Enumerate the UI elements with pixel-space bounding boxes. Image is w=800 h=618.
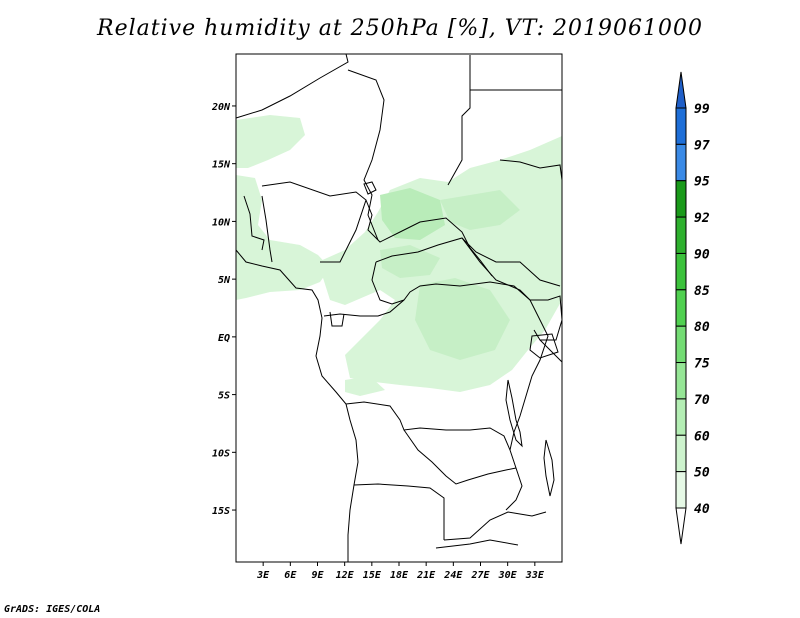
- border-sahara-north: [235, 53, 349, 119]
- colorbar: 99 97 95 92 90 85 80 75 70 60 50 40: [675, 71, 710, 545]
- lon-tick-label: 21E: [416, 570, 436, 581]
- lon-tick-label: 18E: [390, 570, 409, 581]
- colorbar-segment: [675, 362, 687, 400]
- humidity-shading: [236, 115, 562, 396]
- lake-malawi: [543, 439, 555, 497]
- lat-tick-label: 5N: [218, 275, 231, 286]
- border-benin-togo: [261, 195, 273, 263]
- colorbar-segment: [675, 398, 687, 436]
- colorbar-segment: [675, 143, 687, 182]
- border-south-sudan: [461, 237, 561, 287]
- border-cameroon-south: [371, 261, 405, 305]
- colorbar-level-label: 92: [694, 211, 710, 226]
- border-angola-zambia: [403, 429, 517, 485]
- border-zambia-south: [443, 511, 547, 541]
- colorbar-bottom-triangle: [675, 507, 687, 545]
- border-drc-angola: [345, 401, 511, 451]
- lat-tick-label: 20N: [211, 102, 231, 113]
- colorbar-segment: [675, 289, 687, 327]
- colorbar-top-triangle: [675, 71, 687, 109]
- longitude-axis: 3E 6E 9E 12E 15E 18E 21E 24E 27E 30E 33E: [256, 562, 545, 581]
- lon-tick-label: 27E: [470, 570, 490, 581]
- lon-tick-label: 24E: [443, 570, 463, 581]
- humidity-band-west: [236, 175, 330, 300]
- humidity-core-4: [380, 245, 440, 278]
- border-nigeria: [261, 181, 367, 263]
- border-congo: [323, 281, 531, 317]
- lon-tick-label: 9E: [311, 570, 324, 581]
- border-niger-chad: [365, 199, 493, 277]
- colorbar-level-label: 80: [694, 320, 710, 335]
- footer-credit: GrADS: IGES/COLA: [4, 604, 101, 615]
- humidity-region-central: [318, 136, 562, 392]
- humidity-core-3: [415, 278, 510, 360]
- lake-tanganyika: [505, 379, 523, 448]
- lon-tick-label: 12E: [336, 570, 355, 581]
- lake-chad: [363, 181, 377, 195]
- border-kenya-tanzania: [539, 339, 563, 363]
- colorbar-segment: [675, 180, 687, 218]
- coastline-west-africa: [235, 249, 359, 562]
- border-south-africa: [435, 539, 519, 549]
- colorbar-segment: [675, 434, 687, 473]
- border-west-small: [243, 195, 265, 251]
- border-libya-egypt: [447, 55, 471, 186]
- border-ethiopia: [499, 159, 563, 181]
- map-title: Relative humidity at 250hPa [%], VT: 201…: [97, 16, 703, 41]
- colorbar-level-label: 99: [694, 102, 710, 117]
- colorbar-level-label: 60: [694, 429, 710, 444]
- humidity-core-2: [440, 190, 520, 230]
- lon-tick-label: 6E: [284, 570, 297, 581]
- colorbar-level-label: 75: [694, 357, 710, 372]
- colorbar-level-label: 85: [694, 284, 710, 299]
- humidity-band-northwest: [236, 115, 305, 168]
- colorbar-level-label: 40: [694, 502, 710, 517]
- lat-tick-label: 10S: [212, 448, 230, 459]
- latitude-axis: 20N 15N 10N 5N EQ 5S 10S 15S: [211, 102, 236, 517]
- humidity-spot-south: [345, 376, 385, 396]
- colorbar-segment: [675, 107, 687, 145]
- colorbar-segment: [675, 216, 687, 254]
- colorbar-level-label: 50: [694, 466, 710, 481]
- lat-tick-label: 5S: [218, 391, 230, 402]
- lat-tick-label: EQ: [218, 333, 230, 344]
- lat-tick-label: 15N: [212, 160, 231, 171]
- lake-victoria: [529, 333, 559, 359]
- colorbar-segment: [675, 471, 687, 509]
- colorbar-level-label: 97: [694, 138, 710, 153]
- colorbar-level-label: 70: [694, 393, 710, 408]
- lon-tick-label: 3E: [256, 570, 270, 581]
- border-angola-namibia: [353, 483, 445, 540]
- lon-tick-label: 33E: [525, 570, 545, 581]
- colorbar-segment: [675, 325, 687, 364]
- lat-tick-label: 15S: [212, 506, 230, 517]
- lon-tick-label: 15E: [363, 570, 382, 581]
- humidity-core-1: [380, 188, 445, 240]
- colorbar-level-label: 95: [694, 175, 710, 190]
- country-borders: [235, 53, 563, 562]
- border-gabon: [329, 311, 345, 327]
- lat-tick-label: 10N: [212, 217, 231, 228]
- border-drc-east: [505, 299, 549, 511]
- lon-tick-label: 30E: [498, 570, 518, 581]
- colorbar-segment: [675, 252, 687, 291]
- colorbar-level-label: 90: [694, 247, 710, 262]
